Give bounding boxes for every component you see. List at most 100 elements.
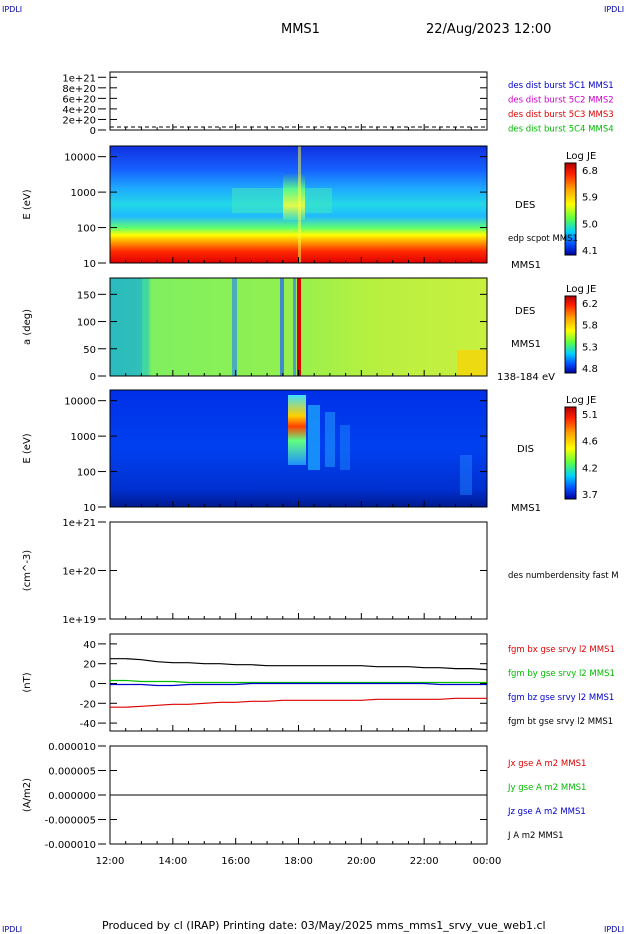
p3-colorbar-tick: 4.8 [582, 364, 598, 375]
corner-label-bottom-right: IPDLI [604, 925, 625, 934]
p1-ytick-label: 4e+20 [62, 105, 96, 116]
xtick-label: 22:00 [410, 856, 439, 867]
p7-ytick-label: 0.000005 [48, 767, 96, 778]
p1-ytick-label: 6e+20 [62, 94, 96, 105]
p2-ytick-label: 1000 [71, 188, 96, 199]
p2-colorbar-tick: 4.1 [582, 246, 598, 257]
p5-ytick-label: 1e+21 [62, 518, 96, 529]
p7-ytick-label: -0.000010 [45, 840, 96, 851]
p6-legend-entry: fgm by gse srvy l2 MMS1 [508, 669, 615, 679]
colorbar-3 [564, 295, 577, 374]
p3-panel-label: MMS1 [511, 339, 541, 350]
p3-ylabel: a (deg) [22, 309, 33, 345]
header-mission: MMS1 [281, 22, 320, 37]
colorbar-4 [564, 406, 577, 500]
p3-colorbar-tick: 5.3 [582, 342, 598, 353]
p6-ylabel: (nT) [22, 672, 33, 692]
p2-colorbar-title: Log JE [566, 151, 596, 162]
p2-ylabel: E (eV) [22, 189, 33, 219]
p4-ytick-label: 10 [83, 503, 96, 514]
xtick-label: 00:00 [473, 856, 502, 867]
xtick-label: 20:00 [347, 856, 376, 867]
p7-ytick-label: -0.000005 [45, 816, 96, 827]
corner-label-top-right: IPDLI [604, 5, 625, 14]
p2-panel-label: DES [515, 200, 535, 211]
corner-label-bottom-left: IPDLI [2, 925, 23, 934]
p6-ytick-label: 0 [90, 679, 96, 690]
p6-series-line [110, 682, 487, 687]
p5-ylabel: (cm^-3) [22, 550, 33, 591]
p7-legend-entry: Jz gse A m2 MMS1 [507, 807, 586, 817]
p6-legend-entry: fgm bt gse srvy l2 MMS1 [508, 717, 613, 727]
colorbar-2 [564, 162, 577, 256]
p1-ytick-label: 1e+21 [62, 73, 96, 84]
p3-colorbar-tick: 6.2 [582, 299, 598, 310]
p2-panel-label: MMS1 [511, 260, 541, 271]
panel-3-spectrogram [110, 278, 487, 376]
p4-ytick-label: 100 [77, 468, 96, 479]
p6-ytick-label: 20 [83, 660, 96, 671]
p6-series-line [110, 679, 487, 684]
p1-legend-entry: des dist burst 5C2 MMS2 [508, 96, 614, 106]
p3-ytick-label: 100 [77, 318, 96, 329]
p6-ytick-label: -40 [80, 719, 96, 730]
p5-ytick-label: 1e+19 [62, 615, 96, 626]
p7-legend-entry: J A m2 MMS1 [507, 831, 564, 841]
xtick-label: 14:00 [158, 856, 187, 867]
panel-5-frame [109, 521, 488, 620]
p2-colorbar-tick: 5.0 [582, 219, 598, 230]
p2-panel-label: edp scpot MMS1 [508, 234, 578, 244]
p6-legend-entry: fgm bx gse srvy l2 MMS1 [508, 645, 615, 655]
p6-ytick-label: -20 [80, 699, 96, 710]
panel-2-spectrogram [110, 146, 487, 263]
p3-colorbar-title: Log JE [566, 284, 596, 295]
p4-colorbar-tick: 3.7 [582, 490, 598, 501]
p6-series-line [110, 658, 488, 671]
p6-ytick-label: 40 [83, 640, 96, 651]
p7-legend-entry: Jy gse A m2 MMS1 [507, 783, 586, 793]
panel-4-spectrogram [110, 390, 487, 507]
p2-colorbar-tick: 5.9 [582, 193, 598, 204]
header-datetime: 22/Aug/2023 12:00 [426, 22, 552, 37]
p2-ytick-label: 10000 [64, 153, 96, 164]
xtick-label: 18:00 [284, 856, 313, 867]
p4-colorbar-title: Log JE [566, 395, 596, 406]
p7-ytick-label: 0.000010 [48, 742, 96, 753]
panel-1-frame [109, 71, 488, 131]
xtick-label: 16:00 [221, 856, 250, 867]
p6-series-line [110, 697, 487, 708]
p4-ytick-label: 10000 [64, 397, 96, 408]
p7-legend-entry: Jx gse A m2 MMS1 [507, 759, 586, 769]
p4-panel-label: DIS [517, 444, 534, 455]
p1-legend-entry: des dist burst 5C1 MMS1 [508, 81, 614, 91]
p3-colorbar-tick: 5.8 [582, 321, 598, 332]
p4-ytick-label: 1000 [71, 432, 96, 443]
footer-text: Produced by cl (IRAP) Printing date: 03/… [102, 919, 546, 932]
p3-panel-label: DES [515, 306, 535, 317]
p7-ylabel: (A/m2) [22, 778, 33, 812]
p2-ytick-label: 100 [77, 224, 96, 235]
p5-legend-entry: des numberdensity fast M [508, 571, 619, 581]
p1-legend-entry: des dist burst 5C3 MMS3 [508, 110, 614, 120]
p1-legend-entry: des dist burst 5C4 MMS4 [508, 125, 614, 135]
p3-ytick-label: 50 [83, 345, 96, 356]
p4-colorbar-tick: 4.6 [582, 437, 598, 448]
p4-colorbar-tick: 5.1 [582, 410, 598, 421]
p2-colorbar-tick: 6.8 [582, 166, 598, 177]
p4-colorbar-tick: 4.2 [582, 463, 598, 474]
p5-ytick-label: 1e+20 [62, 567, 96, 578]
p1-ytick-label: 0 [90, 126, 96, 137]
p2-ytick-label: 10 [83, 259, 96, 270]
p7-ytick-label: 0.000000 [48, 791, 96, 802]
xtick-label: 12:00 [96, 856, 125, 867]
p1-ytick-label: 8e+20 [62, 84, 96, 95]
p4-ylabel: E (eV) [22, 433, 33, 463]
p3-ytick-label: 150 [77, 290, 96, 301]
p6-legend-entry: fgm bz gse srvy l2 MMS1 [508, 693, 614, 703]
p3-panel-label: 138-184 eV [497, 372, 555, 383]
corner-label-top-left: IPDLI [2, 5, 23, 14]
p4-panel-label: MMS1 [511, 503, 541, 514]
p1-ytick-label: 2e+20 [62, 115, 96, 126]
p3-ytick-label: 0 [90, 372, 96, 383]
